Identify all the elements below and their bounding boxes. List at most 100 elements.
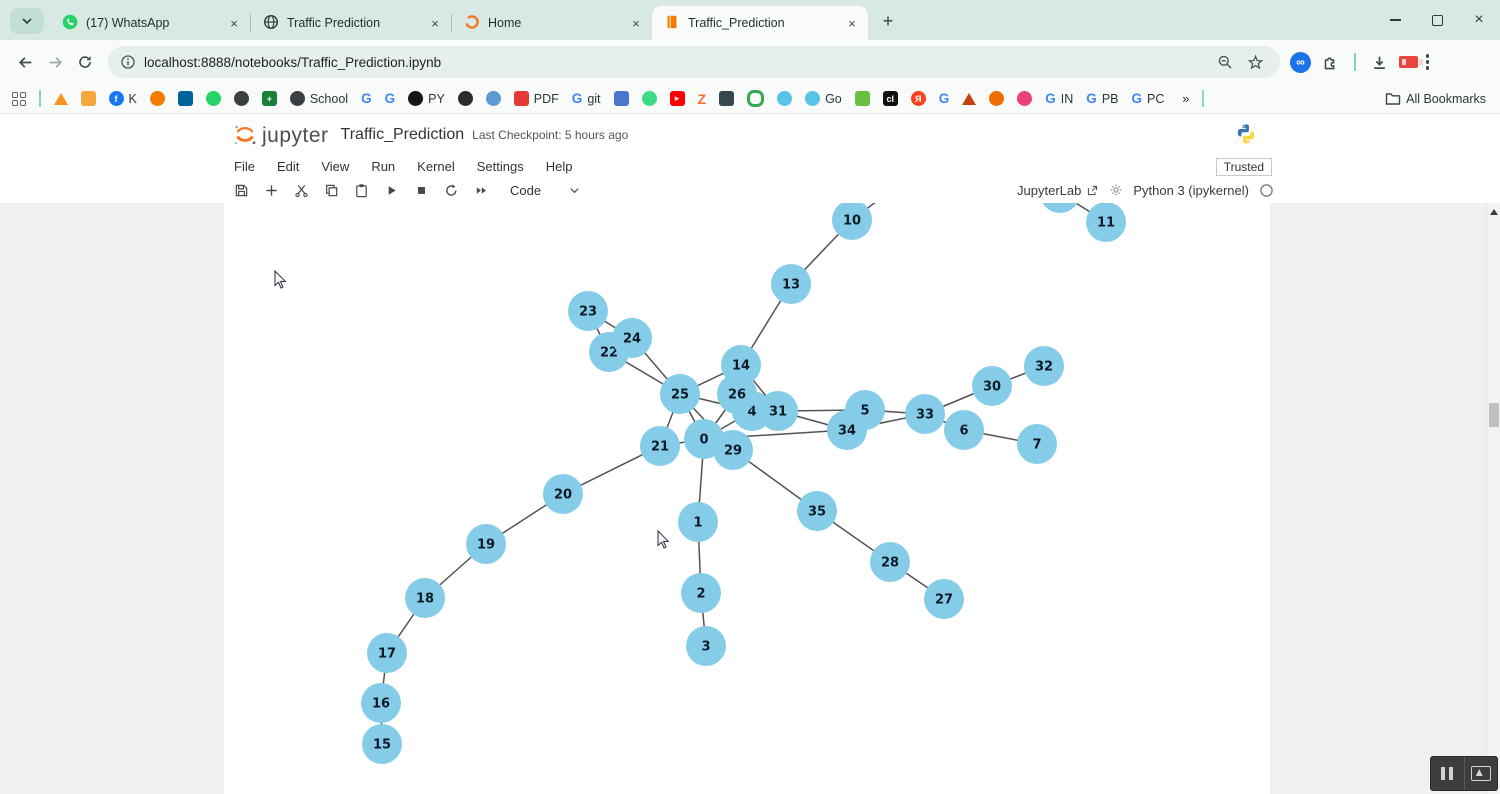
- scroll-up-arrow-icon[interactable]: [1490, 209, 1498, 215]
- extension-red-icon[interactable]: [1398, 56, 1423, 68]
- bookmark-item[interactable]: [641, 91, 657, 106]
- bookmark-item[interactable]: Z: [698, 91, 707, 107]
- browser-tab[interactable]: Traffic Prediction ×: [251, 6, 451, 40]
- jupyter-ring-icon: [464, 14, 480, 33]
- tab-close-button[interactable]: ×: [848, 15, 856, 31]
- tab-close-button[interactable]: ×: [632, 15, 640, 31]
- bookmark-item[interactable]: [12, 91, 26, 106]
- zoom-button[interactable]: [1210, 47, 1240, 77]
- bookmark-»[interactable]: »: [1177, 92, 1189, 106]
- menu-help[interactable]: Help: [545, 159, 573, 174]
- bookmark-school[interactable]: School: [289, 91, 348, 106]
- graph-node-34: [827, 410, 867, 450]
- maximize-button[interactable]: [1416, 0, 1458, 40]
- menu-view[interactable]: View: [321, 159, 350, 174]
- tab-close-button[interactable]: ×: [431, 15, 439, 31]
- save-button[interactable]: [232, 181, 250, 199]
- browser-tab[interactable]: Traffic_Prediction ×: [652, 6, 868, 40]
- menu-settings[interactable]: Settings: [476, 159, 524, 174]
- stop-kernel-button[interactable]: [412, 181, 430, 199]
- camera-button[interactable]: [1463, 757, 1498, 790]
- bookmark-item[interactable]: [80, 91, 96, 106]
- bookmark-go[interactable]: Go: [805, 91, 842, 106]
- new-tab-button[interactable]: +: [874, 7, 902, 35]
- cell-type-dropdown[interactable]: Code: [510, 183, 580, 198]
- copy-cell-button[interactable]: [322, 181, 340, 199]
- bookmark-item[interactable]: cl: [882, 91, 898, 106]
- kernel-name[interactable]: Python 3 (ipykernel): [1133, 182, 1249, 198]
- reload-button[interactable]: [70, 47, 100, 77]
- bookmark-item[interactable]: [1017, 91, 1033, 106]
- url-text[interactable]: localhost:8888/notebooks/Traffic_Predict…: [144, 54, 442, 70]
- bookmark-item[interactable]: [485, 91, 501, 106]
- bookmark-py[interactable]: PY: [408, 91, 445, 106]
- bookmark-pdf[interactable]: PDF: [513, 91, 559, 106]
- menu-edit[interactable]: Edit: [276, 159, 300, 174]
- graph-edge: [777, 409, 866, 412]
- bookmark-item[interactable]: [777, 91, 793, 106]
- cut-cell-button[interactable]: [292, 181, 310, 199]
- site-info-icon[interactable]: [120, 54, 136, 70]
- bookmark-pb[interactable]: G PB: [1086, 91, 1118, 106]
- bookmark-in[interactable]: G IN: [1045, 91, 1073, 106]
- bookmark-item[interactable]: +: [261, 91, 277, 106]
- bookmark-label: »: [1182, 91, 1190, 106]
- bookmark-item[interactable]: G: [361, 91, 372, 106]
- graph-node-33: [905, 394, 945, 434]
- right-gutter: [1270, 203, 1486, 794]
- browser-tab[interactable]: (17) WhatsApp ×: [50, 6, 250, 40]
- browser-menu-button[interactable]: [1422, 50, 1434, 74]
- restart-kernel-button[interactable]: [442, 181, 460, 199]
- bookmark-star-button[interactable]: [1240, 47, 1270, 77]
- bookmark-item[interactable]: [962, 92, 977, 105]
- bookmark-pc[interactable]: G PC: [1132, 91, 1165, 106]
- menu-file[interactable]: File: [234, 159, 255, 174]
- bookmark-item[interactable]: [53, 92, 68, 105]
- minimize-button[interactable]: [1374, 0, 1416, 40]
- bookmark-item[interactable]: [205, 91, 221, 106]
- run-cell-button[interactable]: [382, 181, 400, 199]
- bookmark-item[interactable]: [989, 91, 1005, 106]
- site-icon: [457, 91, 473, 106]
- jupyterlab-link[interactable]: JupyterLab: [1017, 183, 1099, 198]
- forward-button[interactable]: [40, 47, 70, 77]
- pause-button[interactable]: [1431, 757, 1464, 790]
- browser-tab[interactable]: Home ×: [452, 6, 652, 40]
- bookmark-item[interactable]: [719, 91, 735, 106]
- paste-cell-button[interactable]: [352, 181, 370, 199]
- tab-close-button[interactable]: ×: [230, 15, 238, 31]
- bookmark-item[interactable]: [854, 91, 870, 106]
- downloads-button[interactable]: [1365, 47, 1395, 77]
- toolbar-right: JupyterLab Python 3 (ipykernel): [1017, 183, 1274, 198]
- notebook-title[interactable]: Traffic_Prediction: [340, 126, 465, 143]
- run-all-cells-button[interactable]: [472, 181, 490, 199]
- bookmark-item[interactable]: [457, 91, 473, 106]
- graph-node-label: 0: [699, 433, 708, 448]
- bookmark-item[interactable]: [177, 91, 193, 106]
- back-button[interactable]: [10, 47, 40, 77]
- trusted-badge[interactable]: Trusted: [1215, 157, 1272, 176]
- bookmark-item[interactable]: G: [385, 91, 396, 106]
- menu-kernel[interactable]: Kernel: [417, 159, 455, 174]
- bookmark-item[interactable]: G: [939, 91, 950, 106]
- extensions-button[interactable]: [1315, 47, 1345, 77]
- bookmark-item[interactable]: ▸: [669, 91, 685, 106]
- gear-icon[interactable]: [1109, 183, 1123, 197]
- page-scrollbar[interactable]: [1486, 203, 1500, 794]
- recording-controls: [1431, 757, 1497, 790]
- bookmark-item[interactable]: [149, 91, 165, 106]
- address-bar[interactable]: localhost:8888/notebooks/Traffic_Predict…: [108, 46, 1280, 78]
- bookmark-item[interactable]: [233, 91, 249, 106]
- bookmark-item[interactable]: Я: [910, 91, 926, 106]
- tab-search-button[interactable]: [10, 8, 44, 34]
- close-button[interactable]: ×: [1458, 0, 1500, 40]
- extension-badge-icon[interactable]: ∞: [1290, 51, 1311, 73]
- bookmark-item[interactable]: [747, 90, 765, 107]
- bookmark-item[interactable]: [613, 91, 629, 106]
- scrollbar-thumb[interactable]: [1488, 403, 1499, 427]
- bookmark-all-bookmarks[interactable]: All Bookmarks: [1385, 92, 1486, 106]
- add-cell-button[interactable]: [262, 181, 280, 199]
- menu-run[interactable]: Run: [371, 159, 396, 174]
